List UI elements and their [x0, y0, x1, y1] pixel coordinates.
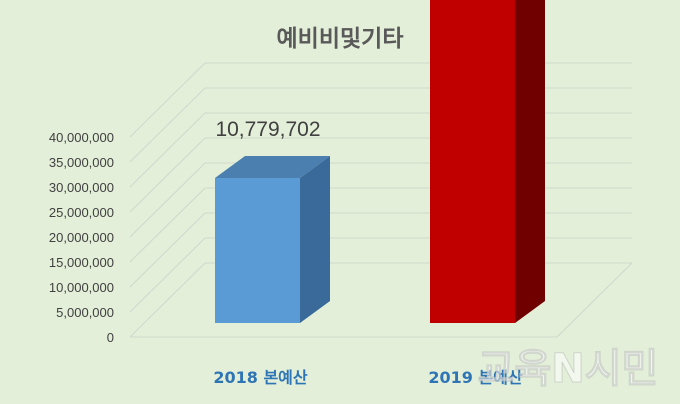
y-tick-label: 40,000,000: [49, 130, 114, 145]
gridline-side: [129, 112, 206, 188]
gridline-side: [129, 137, 206, 213]
y-tick-label: 25,000,000: [49, 205, 114, 220]
gridline-side: [129, 62, 206, 138]
y-tick-label: 0: [107, 330, 114, 345]
floor-right-edge: [556, 262, 633, 338]
y-tick-label: 5,000,000: [56, 305, 114, 320]
watermark-logo: 교육N시민: [478, 346, 659, 392]
y-tick-label: 20,000,000: [49, 230, 114, 245]
bar-side: [515, 0, 545, 323]
gridline-side: [129, 237, 206, 313]
bar: [215, 178, 300, 323]
gridline-side: [129, 162, 206, 238]
y-tick-label: 30,000,000: [49, 180, 114, 195]
gridline-side: [129, 87, 206, 163]
y-tick-label: 10,000,000: [49, 280, 114, 295]
chart-title: 예비비및기타: [277, 26, 404, 52]
y-tick-label: 35,000,000: [49, 155, 114, 170]
bars-layer: [215, 0, 545, 323]
x-category-label: 2018 본예산: [213, 368, 308, 387]
gridline-side: [129, 212, 206, 288]
grid-layer: [129, 62, 633, 338]
y-tick-label: 15,000,000: [49, 255, 114, 270]
bar-top: [215, 156, 330, 179]
gridline-side: [129, 187, 206, 263]
x-category-label: 2019 본예산: [428, 368, 523, 387]
bar-side: [300, 156, 330, 323]
gridline-side: [129, 262, 206, 338]
bar: [430, 0, 515, 323]
data-label: 10,779,702: [215, 118, 320, 141]
labels-layer: 0 5,000,000 10,000,000 15,000,000 20,000,000…: [49, 118, 523, 387]
